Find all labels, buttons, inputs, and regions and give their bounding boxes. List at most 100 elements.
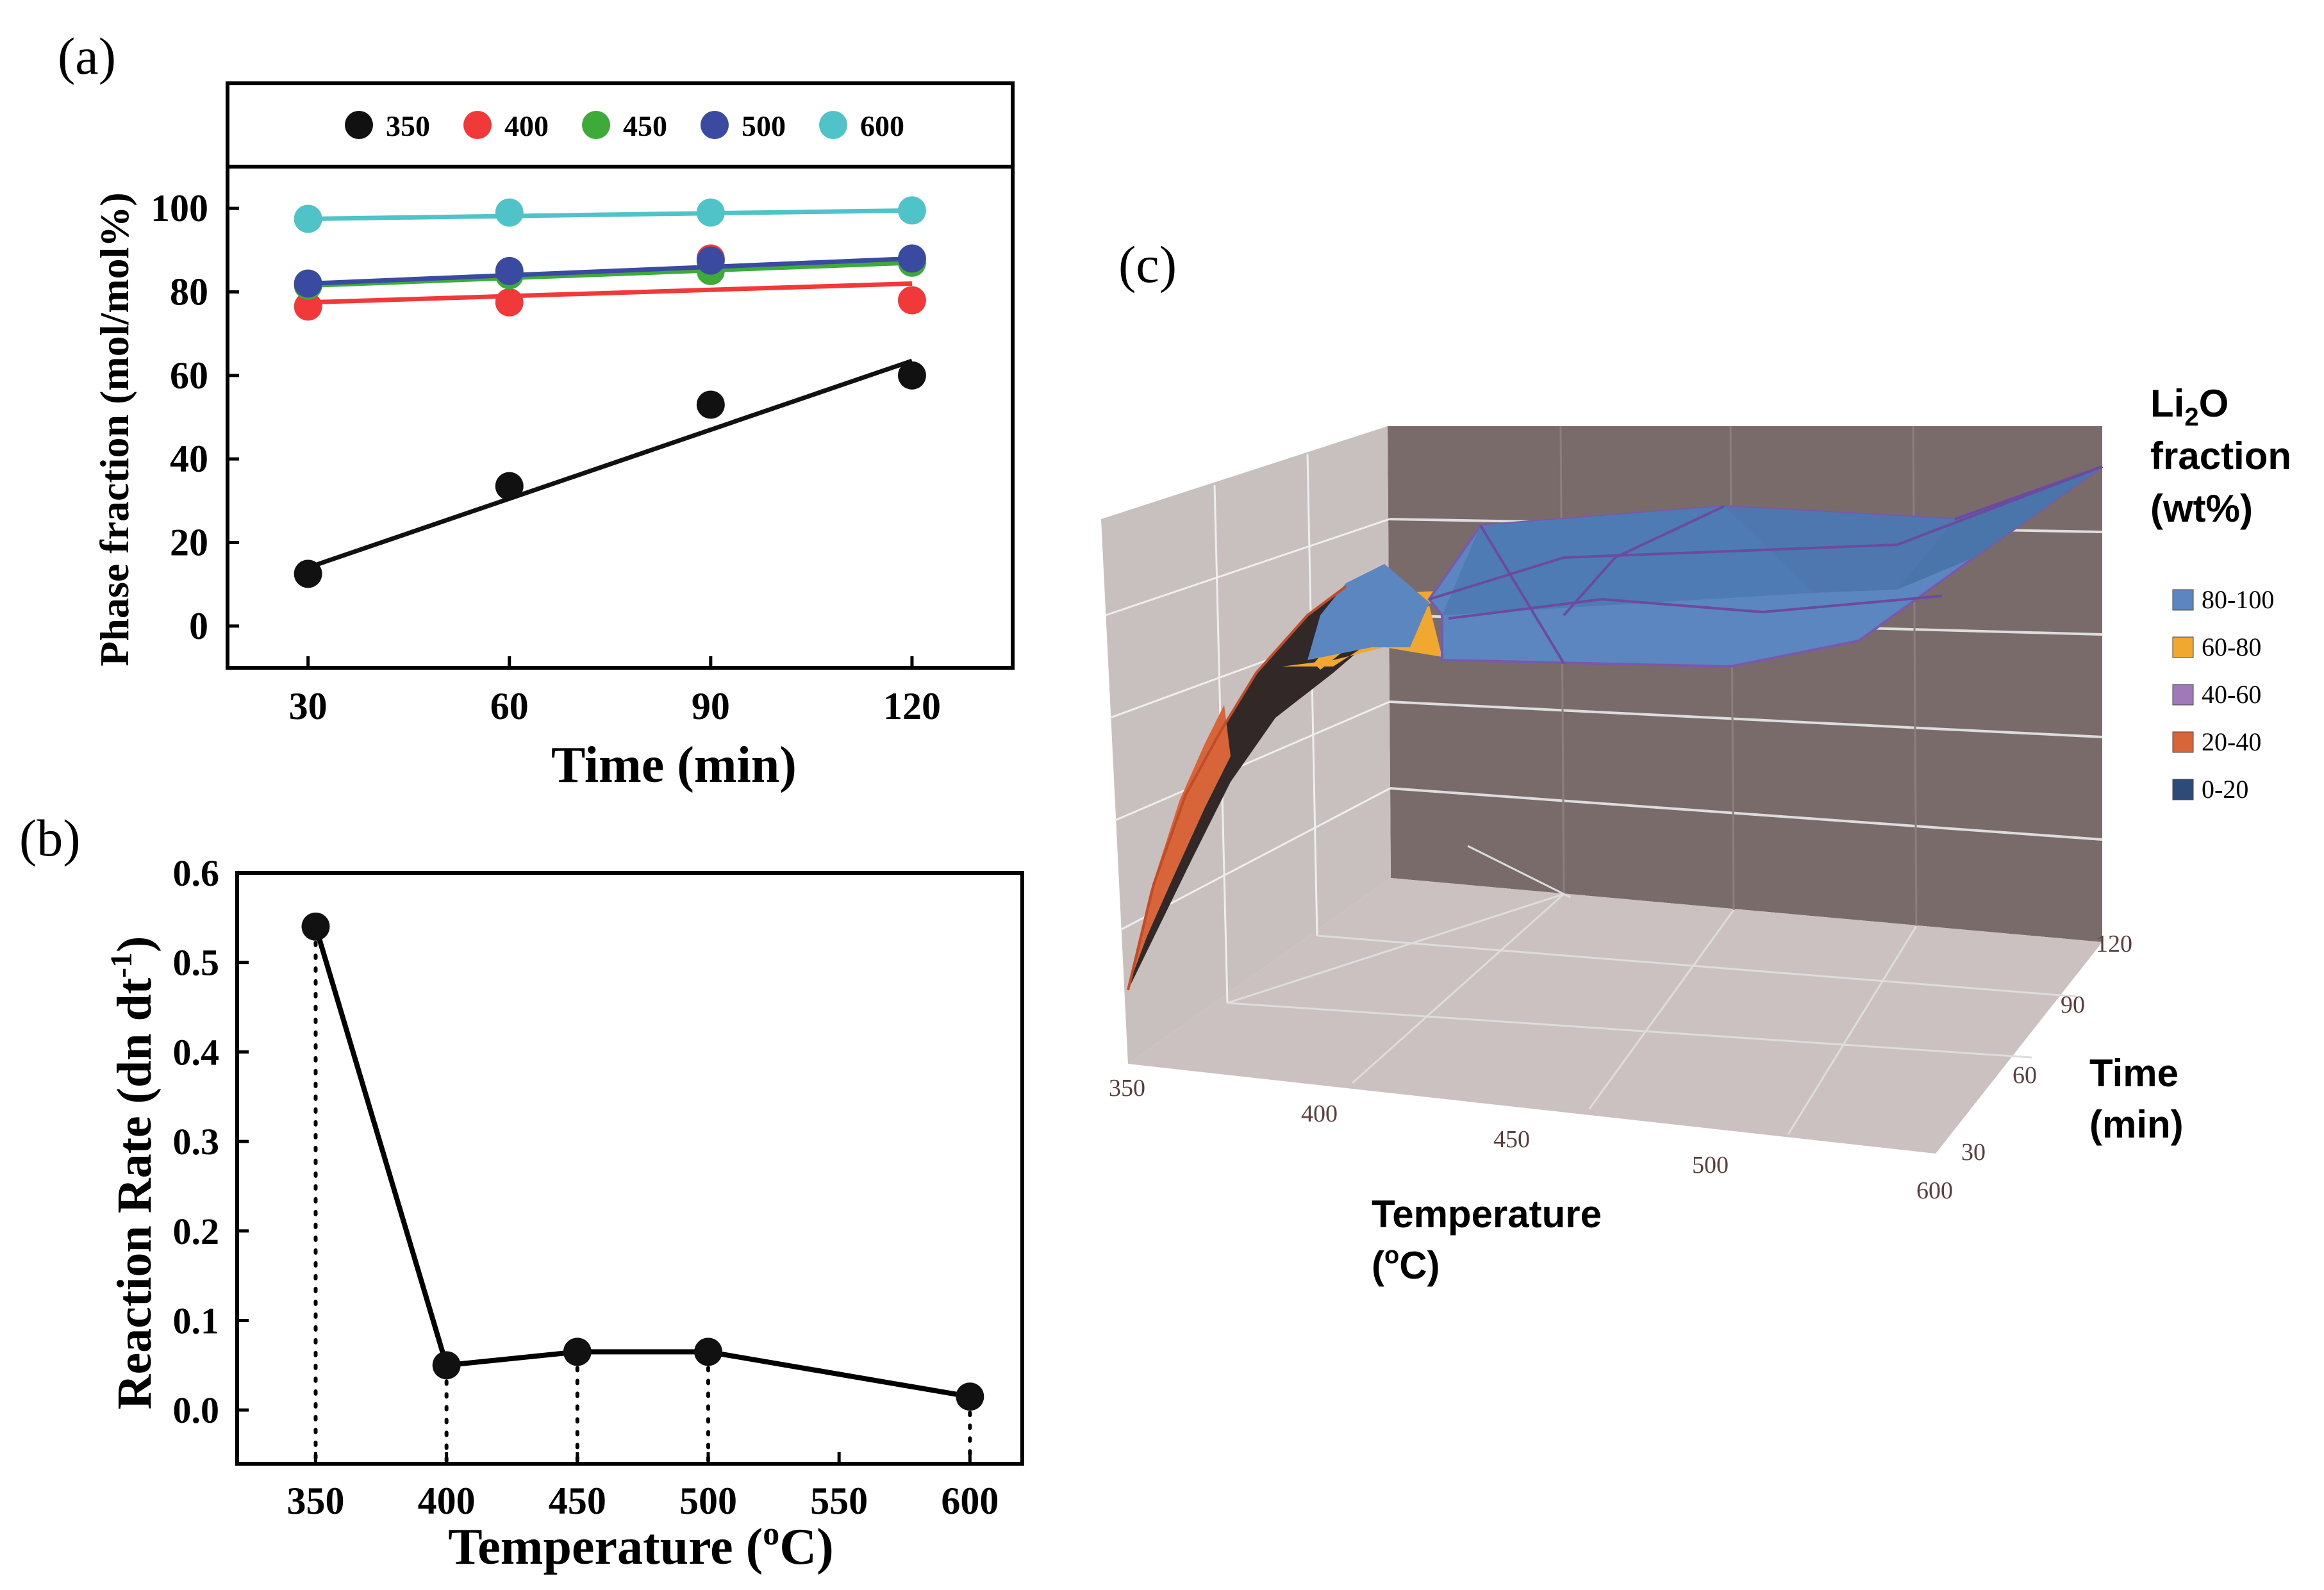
data-point-400 <box>495 288 524 317</box>
x-tick-label: 450 <box>549 1480 606 1522</box>
legend-swatch-40-60 <box>2172 684 2194 706</box>
grid-line <box>1316 934 2077 998</box>
data-point-400 <box>897 286 926 315</box>
legend-swatch-60-80 <box>2172 636 2194 658</box>
x-tick-label: 600 <box>941 1480 999 1522</box>
legend-title-o: O <box>2199 382 2229 425</box>
panel-label-a: (a) <box>58 27 116 85</box>
grid-line <box>1912 426 1918 927</box>
surface-patch-80-100 <box>1307 564 1429 660</box>
surface-edge <box>1448 595 1943 620</box>
grid-line <box>1105 518 1390 617</box>
legend-marker-400 <box>463 111 492 139</box>
grid-line <box>1115 700 1390 822</box>
panel-c-legend-title-line1: Li2O <box>2150 382 2229 431</box>
y-tick-label: 90 <box>2061 991 2085 1018</box>
panel-c-ticks: 350 400 450 500 600 30 60 90 120 <box>1109 931 2132 1204</box>
surface-edge <box>1127 585 1347 991</box>
panel-b-axes: 350 400 450 500 550 600 0.0 0.1 0.2 0.3 0.4 0.5 0.6 <box>173 852 999 1522</box>
y-tick-label: 0.2 <box>173 1211 220 1252</box>
panel-c-floor <box>1128 878 2102 1154</box>
x-tick-label: 30 <box>289 685 328 727</box>
panel-c-chart: 350 400 450 500 600 30 60 90 120 Temperature (oC… <box>1101 382 2291 1287</box>
panel-b-y-axis-title-sup: -1 <box>104 952 138 978</box>
panel-c-legend-title-line3: (wt%) <box>2150 487 2253 530</box>
data-point <box>432 1351 461 1380</box>
panel-c-x-axis-unit-pre: ( <box>1372 1244 1384 1287</box>
panel-b-plot-frame <box>235 871 1024 1466</box>
grid-line <box>1389 700 2103 738</box>
data-point-500 <box>294 269 322 298</box>
panel-c-y-axis-title: Time <box>2089 1052 2179 1095</box>
panel-b-marks <box>301 912 984 1466</box>
data-point-500 <box>696 246 725 275</box>
legend-label-60-80: 60-80 <box>2202 633 2261 661</box>
legend-title-li: Li <box>2150 382 2184 425</box>
y-tick-label: 20 <box>170 522 208 564</box>
y-tick-label: 80 <box>170 271 208 313</box>
legend-label-500: 500 <box>742 110 786 142</box>
data-point-600 <box>696 198 725 227</box>
y-tick-label: 30 <box>1961 1139 1986 1166</box>
data-point-400 <box>294 292 322 321</box>
legend-swatch-80-100 <box>2172 589 2194 611</box>
grid-line <box>1306 453 1318 936</box>
x-tick-label: 500 <box>1692 1152 1729 1179</box>
y-tick-label: 0.4 <box>173 1031 220 1073</box>
x-tick-label: 450 <box>1493 1126 1530 1153</box>
legend-marker-500 <box>701 111 729 139</box>
fit-line-400 <box>308 281 913 305</box>
data-point-500 <box>495 256 524 285</box>
legend-label-80-100: 80-100 <box>2202 585 2274 614</box>
panel-c-x-axis-unit: (oC) <box>1372 1242 1440 1287</box>
panel-b-chart: 350 400 450 500 550 6000.00.10.20.30.40.50.6 … <box>104 852 1024 1575</box>
x-tick-label: 350 <box>287 1480 345 1522</box>
fit-line-350 <box>307 358 913 570</box>
panel-a-chart: 350 400 450 500 600 30 60 90 120 0 20 40 60 80 100 Ti… <box>92 81 1015 793</box>
grid-line <box>1588 909 1735 1109</box>
grid-line <box>1787 925 1918 1135</box>
y-tick-label: 40 <box>170 438 208 480</box>
data-point <box>694 1337 722 1366</box>
surface-patch-80-100 <box>1897 467 2102 590</box>
legend-label-400: 400 <box>504 110 549 142</box>
data-point-600 <box>495 198 524 227</box>
x-tick-label: 550 <box>810 1480 868 1522</box>
data-point <box>563 1337 592 1366</box>
y-tick-label: 0.0 <box>173 1389 220 1431</box>
panel-label-c: (c) <box>1118 235 1177 294</box>
x-tick-label: 90 <box>692 685 730 727</box>
data-point-600 <box>294 204 322 233</box>
grid-line <box>1352 893 1565 1084</box>
data-point-600 <box>897 196 926 225</box>
y-tick-label: 120 <box>2096 931 2132 957</box>
y-tick-label: 0.5 <box>173 942 220 984</box>
data-point <box>956 1382 984 1411</box>
x-tick-label: 400 <box>1301 1100 1338 1127</box>
data-point <box>301 912 330 941</box>
series-line <box>313 925 971 1400</box>
panel-c-x-axis-unit-post: C) <box>1399 1244 1440 1287</box>
panel-c-x-axis-title: Temperature <box>1372 1193 1602 1236</box>
legend-label-40-60: 40-60 <box>2202 680 2261 709</box>
panel-c-y-axis-unit: (min) <box>2089 1103 2184 1146</box>
panel-b-y-axis-title-group: Reaction Rate (dn dt-1) <box>104 936 162 1410</box>
data-point-350 <box>897 361 926 390</box>
panel-c-x-axis-unit-sup: o <box>1384 1242 1399 1269</box>
panel-label-b: (b) <box>19 809 81 867</box>
x-tick-label: 400 <box>418 1480 476 1522</box>
x-tick-label: 600 <box>1916 1177 1953 1204</box>
panel-a-y-axis-title: Phase fraction (mol/mol%) <box>92 192 137 666</box>
grid-line <box>1227 893 1565 1004</box>
y-tick-label: 0.1 <box>173 1300 220 1341</box>
y-tick-label: 60 <box>170 354 208 397</box>
surface-edge <box>1429 465 2103 600</box>
panel-b-x-axis-title-end: C) <box>779 1519 833 1575</box>
panel-b-y-axis-title: Reaction Rate (dn dt-1) <box>104 936 162 1410</box>
panel-a-plot-frame <box>226 165 1015 670</box>
panel-a-x-axis-title: Time (min) <box>551 737 797 793</box>
data-point-350 <box>294 559 322 588</box>
data-point-350 <box>696 390 725 419</box>
